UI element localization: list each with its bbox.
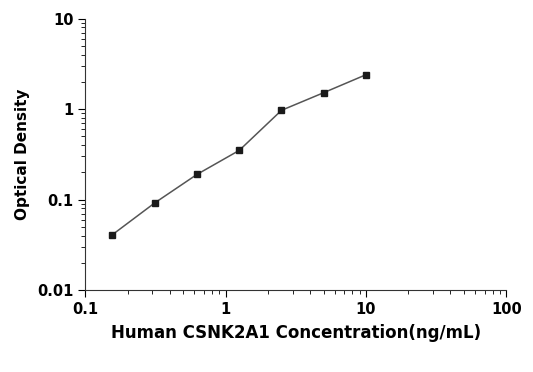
X-axis label: Human CSNK2A1 Concentration(ng/mL): Human CSNK2A1 Concentration(ng/mL) (111, 324, 481, 342)
Y-axis label: Optical Density: Optical Density (15, 89, 30, 220)
